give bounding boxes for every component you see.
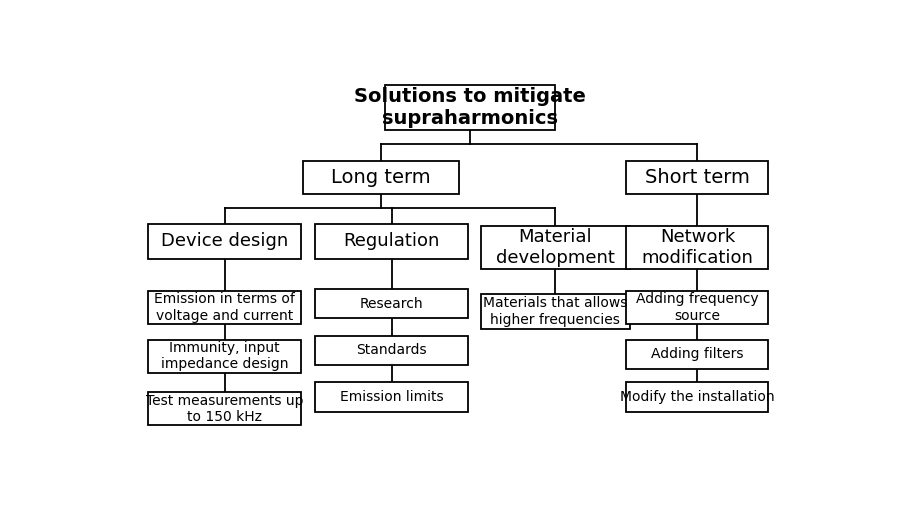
FancyBboxPatch shape — [315, 289, 469, 318]
Text: Material
development: Material development — [496, 228, 614, 267]
FancyBboxPatch shape — [626, 291, 768, 324]
FancyBboxPatch shape — [149, 339, 301, 373]
FancyBboxPatch shape — [149, 392, 301, 425]
FancyBboxPatch shape — [626, 161, 768, 194]
FancyBboxPatch shape — [481, 226, 630, 269]
Text: Test measurements up
to 150 kHz: Test measurements up to 150 kHz — [146, 393, 304, 424]
Text: Short term: Short term — [645, 168, 750, 187]
FancyBboxPatch shape — [626, 339, 768, 369]
Text: Device design: Device design — [161, 232, 289, 250]
FancyBboxPatch shape — [385, 85, 556, 130]
Text: Emission limits: Emission limits — [340, 390, 444, 404]
Text: Standards: Standards — [357, 343, 427, 358]
FancyBboxPatch shape — [626, 382, 768, 412]
FancyBboxPatch shape — [315, 382, 469, 412]
Text: Modify the installation: Modify the installation — [620, 390, 775, 404]
FancyBboxPatch shape — [315, 224, 469, 259]
Text: Long term: Long term — [331, 168, 431, 187]
Text: Research: Research — [360, 296, 424, 311]
Text: Solutions to mitigate
supraharmonics: Solutions to mitigate supraharmonics — [354, 87, 586, 128]
FancyBboxPatch shape — [303, 161, 459, 194]
Text: Network
modification: Network modification — [641, 228, 754, 267]
FancyBboxPatch shape — [481, 294, 630, 329]
Text: Regulation: Regulation — [344, 232, 440, 250]
Text: Immunity, input
impedance design: Immunity, input impedance design — [161, 341, 289, 371]
FancyBboxPatch shape — [149, 291, 301, 324]
Text: Adding filters: Adding filters — [651, 347, 744, 361]
Text: Adding frequency
source: Adding frequency source — [636, 292, 758, 323]
Text: Emission in terms of
voltage and current: Emission in terms of voltage and current — [154, 292, 295, 323]
Text: Materials that allows
higher frequencies: Materials that allows higher frequencies — [483, 296, 627, 327]
FancyBboxPatch shape — [626, 226, 768, 269]
FancyBboxPatch shape — [149, 224, 301, 259]
FancyBboxPatch shape — [315, 336, 469, 365]
